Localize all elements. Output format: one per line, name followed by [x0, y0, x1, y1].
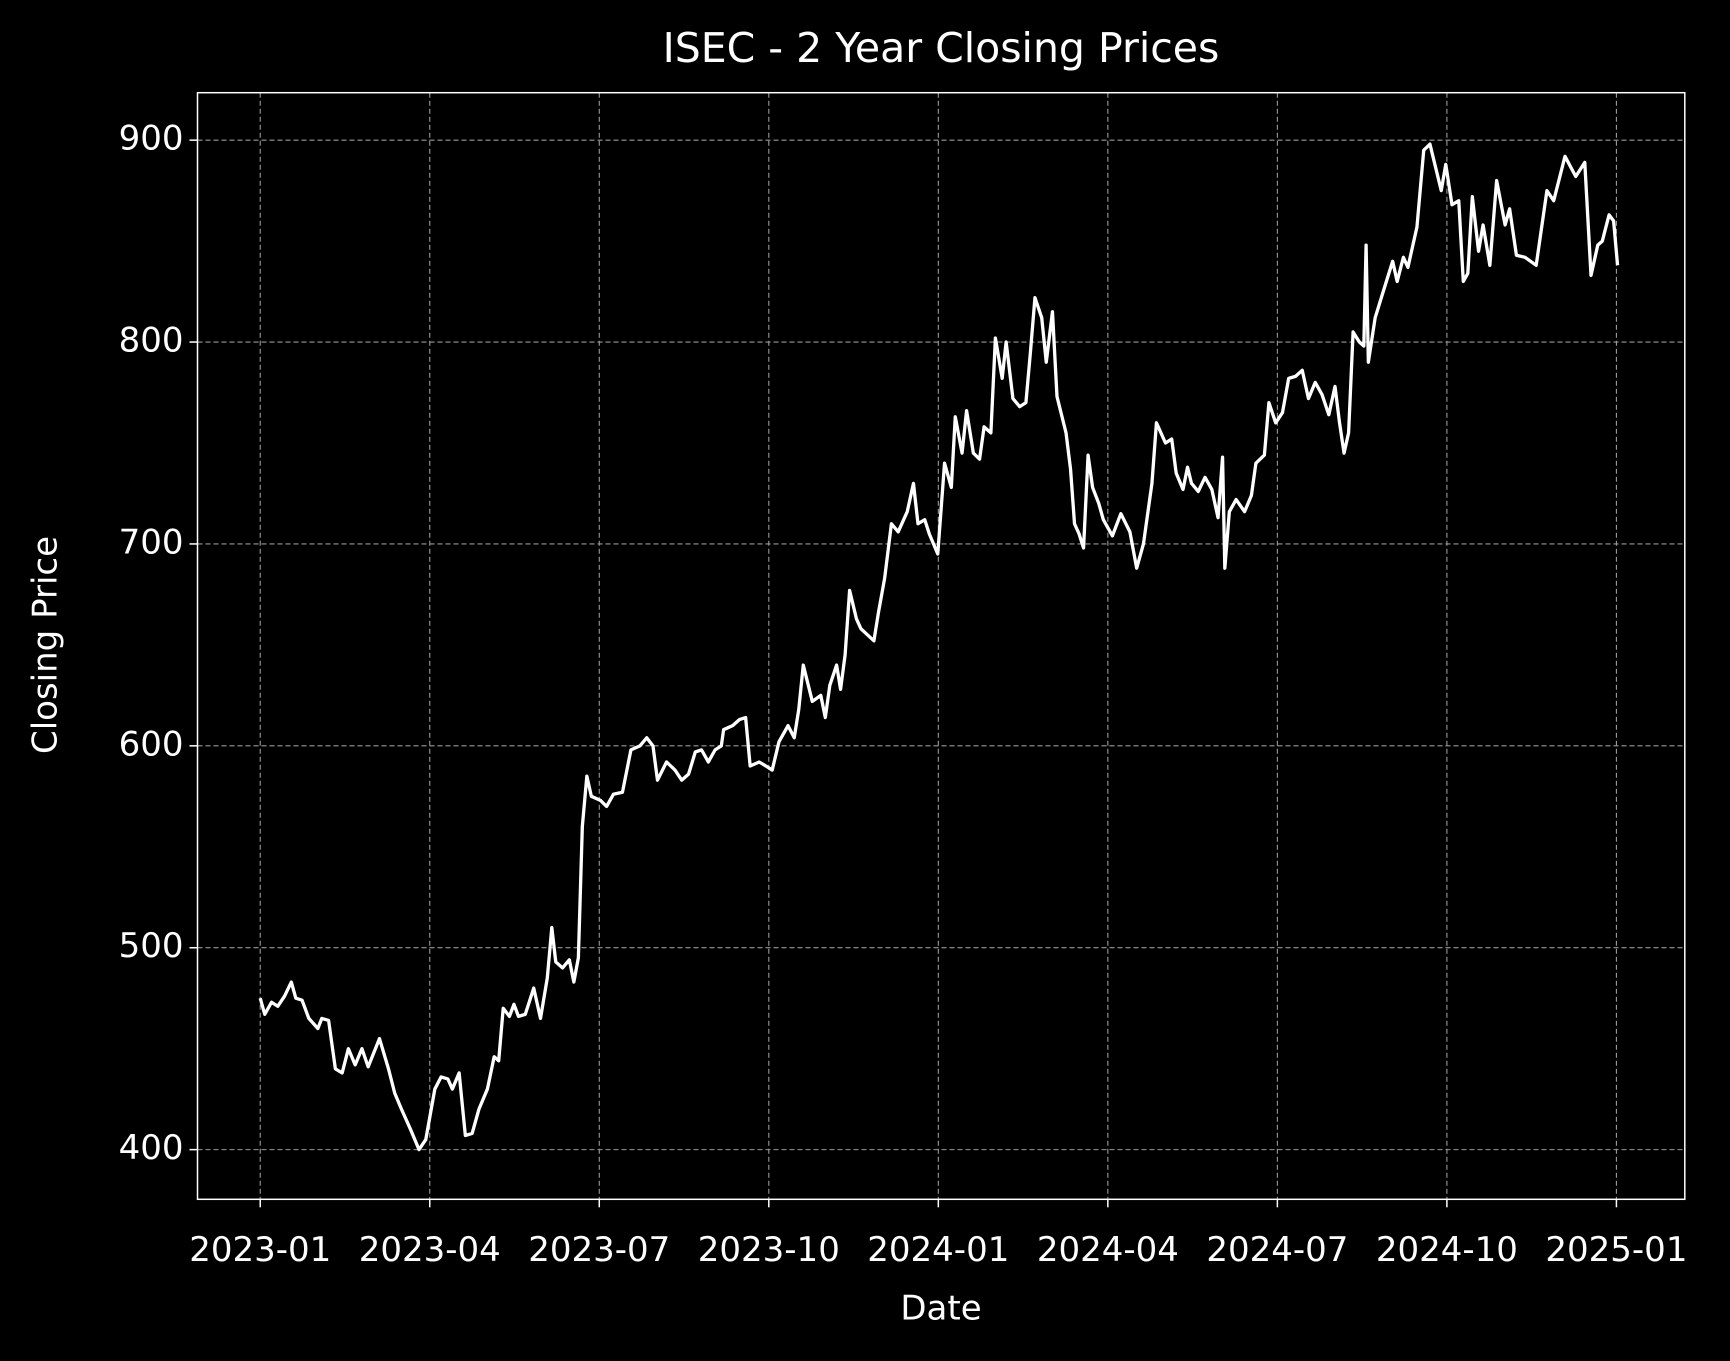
y-tick-label: 400	[119, 1128, 184, 1168]
chart-title: ISEC - 2 Year Closing Prices	[663, 24, 1220, 72]
x-tick-label: 2023-04	[359, 1230, 501, 1270]
x-tick-label: 2024-10	[1376, 1230, 1518, 1270]
x-tick-label: 2023-07	[528, 1230, 670, 1270]
x-tick-label: 2023-10	[698, 1230, 840, 1270]
plot-frame	[196, 91, 1686, 1201]
y-tick-label: 700	[119, 522, 184, 562]
y-tick-label: 900	[119, 119, 184, 159]
y-tick-label: 500	[119, 926, 184, 966]
y-axis-label: Closing Price	[26, 536, 66, 754]
x-tick-label: 2024-04	[1037, 1230, 1179, 1270]
x-tick-label: 2024-07	[1206, 1230, 1348, 1270]
x-tick-label: 2024-01	[867, 1230, 1009, 1270]
x-tick-label: 2025-01	[1545, 1230, 1687, 1270]
x-axis-label: Date	[900, 1289, 981, 1329]
x-tick-label: 2023-01	[189, 1230, 331, 1270]
y-tick-label: 800	[119, 321, 184, 361]
price-line	[258, 142, 1620, 1152]
y-tick-label: 600	[119, 724, 184, 764]
